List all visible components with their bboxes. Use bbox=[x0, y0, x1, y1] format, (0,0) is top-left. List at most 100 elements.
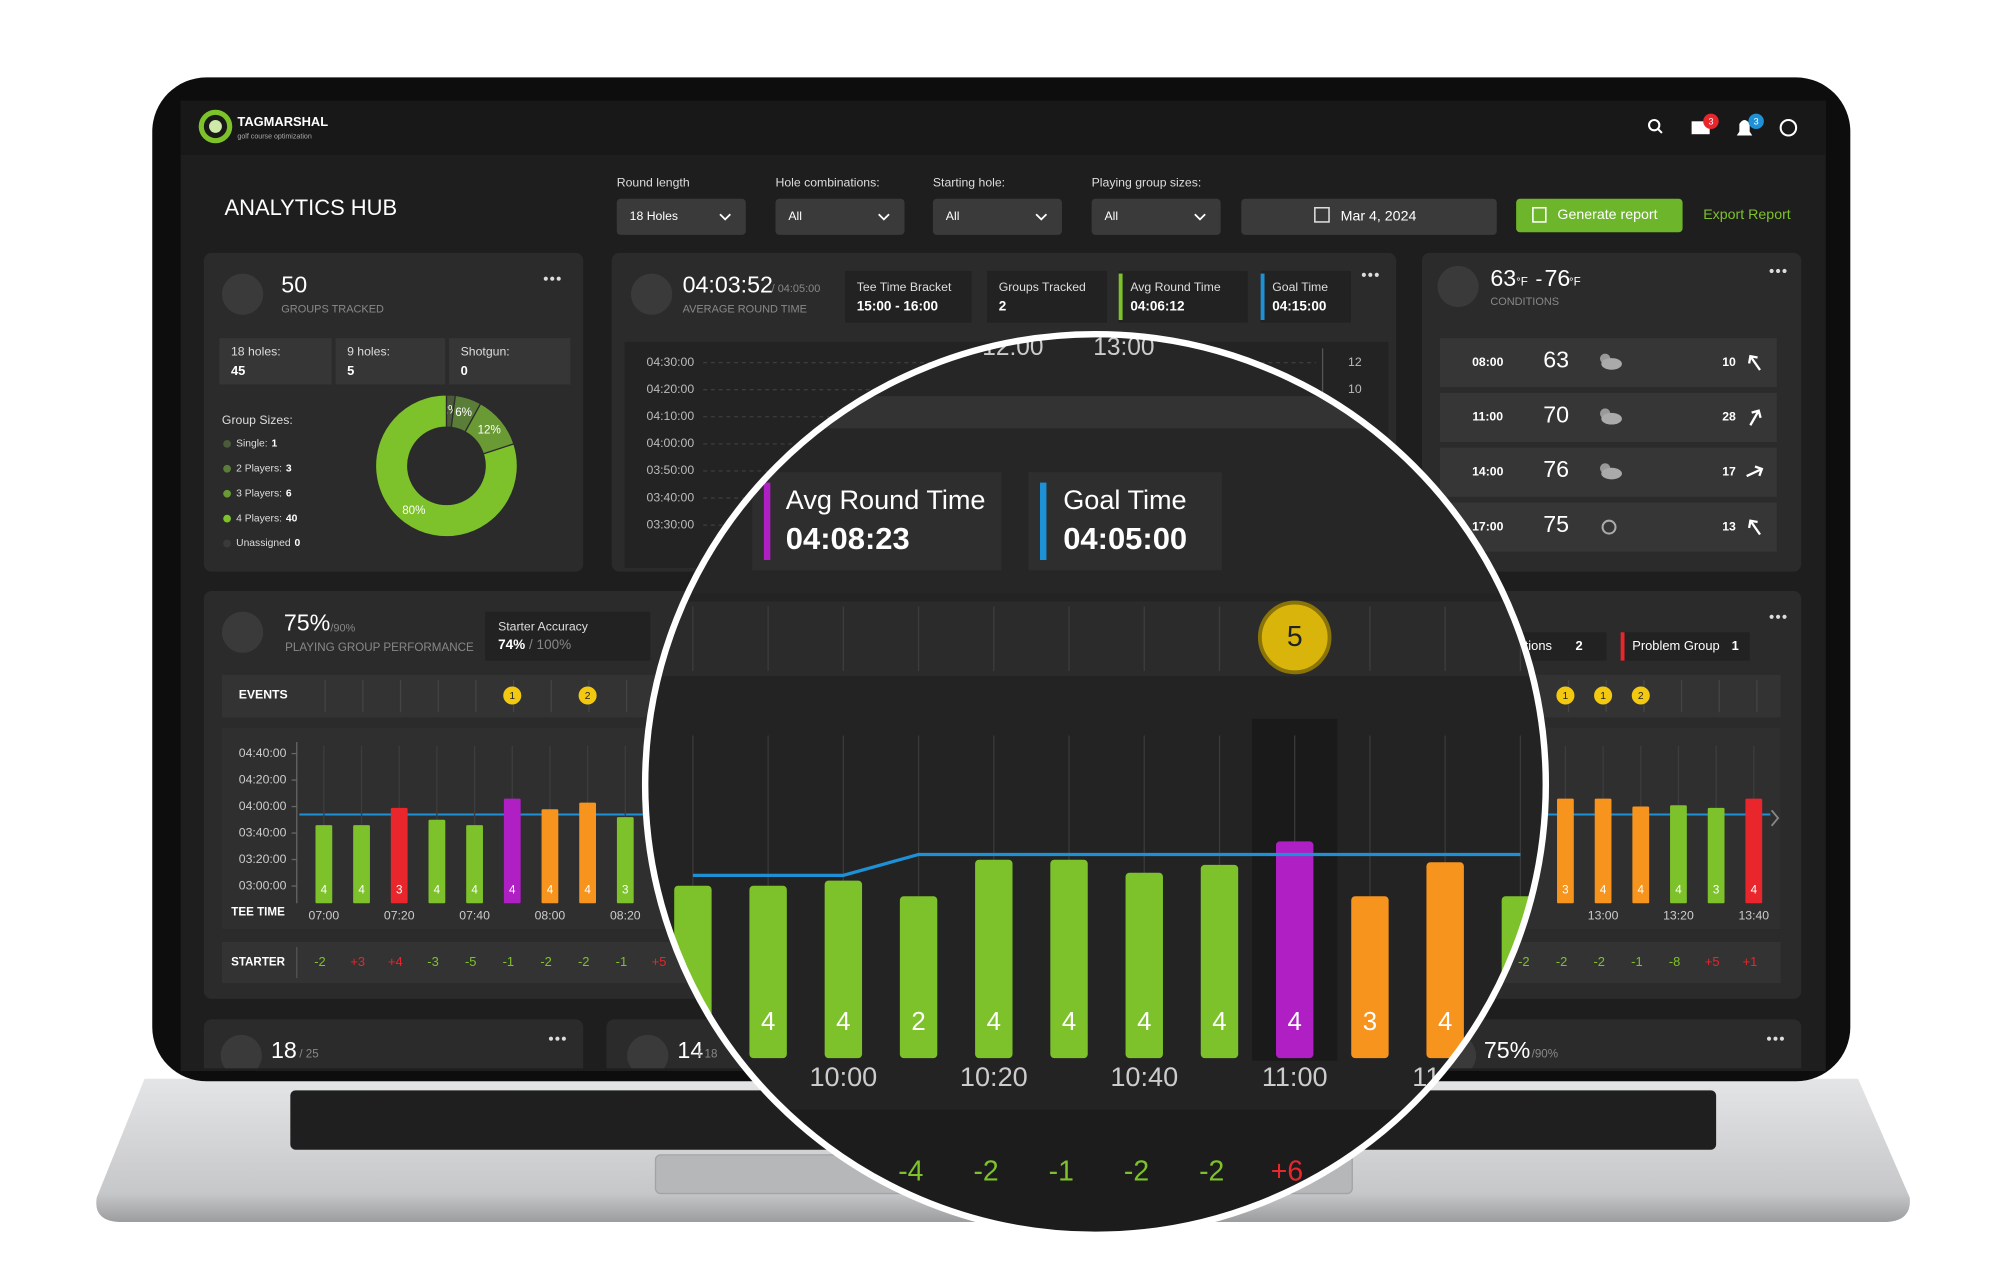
stat-box bbox=[987, 270, 1108, 323]
sizes-title: Group Sizes: bbox=[222, 413, 293, 427]
menu-dot bbox=[556, 276, 561, 281]
group-size: 4 bbox=[584, 883, 591, 896]
stat-value: 15:00 - 16:00 bbox=[857, 299, 938, 314]
weather-temp: 75 bbox=[1543, 511, 1569, 537]
event-count: 2 bbox=[585, 691, 591, 702]
size-label: 4 Players: bbox=[236, 513, 282, 524]
lens-group-size: 4 bbox=[1438, 1008, 1452, 1036]
bell-icon[interactable] bbox=[1736, 120, 1753, 136]
group-size: 4 bbox=[358, 883, 365, 896]
tagline: golf course optimization bbox=[237, 133, 311, 141]
starter-value: -2 bbox=[578, 954, 589, 969]
event-badge[interactable] bbox=[578, 686, 597, 705]
card-icon bbox=[627, 1034, 669, 1069]
x-tick-label: 08:20 bbox=[610, 908, 641, 922]
starter-value: -5 bbox=[465, 954, 476, 969]
menu-dot bbox=[1782, 614, 1787, 619]
date-picker[interactable] bbox=[1241, 198, 1497, 235]
filter-dropdown[interactable] bbox=[1091, 198, 1221, 235]
cloud-icon bbox=[1601, 412, 1622, 425]
card-icon bbox=[221, 611, 264, 653]
problem-value: 1 bbox=[1732, 638, 1739, 653]
stat-label: Tee Time Bracket bbox=[857, 280, 952, 294]
lens-group-size: 4 bbox=[836, 1008, 850, 1036]
stat-label: Avg Round Time bbox=[1130, 280, 1221, 294]
stat-accent bbox=[1118, 273, 1123, 321]
bar bbox=[1557, 798, 1574, 904]
dropdown-chevron bbox=[1194, 213, 1206, 221]
filter-dropdown[interactable] bbox=[616, 198, 746, 235]
tee-label: TEE TIME bbox=[231, 905, 285, 918]
event-badge[interactable] bbox=[1594, 686, 1613, 705]
filter-dropdown[interactable] bbox=[775, 198, 905, 235]
accuracy-box bbox=[485, 611, 651, 661]
filter-label: Playing group sizes: bbox=[1092, 175, 1202, 189]
weather-temp: 76 bbox=[1543, 456, 1569, 482]
brand: TAGMARSHAL bbox=[237, 114, 328, 129]
lens-stat-value: 04:08:23 bbox=[786, 521, 910, 556]
logo bbox=[198, 109, 233, 144]
menu-dot bbox=[1773, 1036, 1778, 1041]
generate-label: Generate report bbox=[1557, 207, 1657, 223]
size-value: 0 bbox=[294, 538, 300, 549]
stat-box bbox=[845, 270, 972, 323]
group-size: 4 bbox=[509, 883, 516, 896]
group-size: 3 bbox=[1562, 883, 1568, 896]
lens-bar bbox=[899, 896, 938, 1059]
donut-label: 80% bbox=[402, 504, 425, 517]
menu-dot bbox=[1782, 268, 1787, 274]
y-tick-label: 04:20:00 bbox=[239, 772, 287, 786]
starter-value: -2 bbox=[1593, 954, 1604, 969]
size-dot bbox=[223, 489, 231, 498]
mail-badge-count: 3 bbox=[1708, 116, 1713, 126]
logo-core bbox=[209, 120, 222, 133]
stat-label: Groups Tracked bbox=[999, 280, 1086, 294]
lens-bar bbox=[1351, 896, 1389, 1059]
weather-time: 08:00 bbox=[1472, 355, 1504, 369]
top-bar bbox=[180, 100, 1826, 155]
y2-tick-label: 12 bbox=[1348, 355, 1362, 369]
groups-caption: GROUPS TRACKED bbox=[281, 304, 384, 316]
lens-stat-value: 04:05:00 bbox=[1063, 521, 1187, 556]
card-icon bbox=[630, 273, 673, 315]
generate-button[interactable] bbox=[1516, 198, 1683, 233]
y2-tick-label: 10 bbox=[1348, 382, 1362, 396]
starter-value: +5 bbox=[652, 954, 667, 969]
group-size: 4 bbox=[547, 883, 554, 896]
lens-event-badge[interactable] bbox=[1257, 600, 1332, 675]
breakdown-label: 18 holes: bbox=[231, 345, 281, 359]
stat-label: Goal Time bbox=[1272, 280, 1328, 294]
summary-card bbox=[203, 1019, 584, 1069]
breakdown-box bbox=[335, 338, 446, 385]
starter-value: +5 bbox=[1705, 954, 1720, 969]
filter-dropdown[interactable] bbox=[932, 198, 1062, 235]
group-size: 4 bbox=[321, 883, 328, 896]
starter-value: +1 bbox=[1743, 954, 1758, 969]
event-badge[interactable] bbox=[1556, 686, 1575, 705]
accuracy-value: 74% bbox=[498, 637, 525, 652]
event-badge[interactable] bbox=[503, 686, 522, 705]
filter-value: All bbox=[1105, 209, 1119, 223]
wind-arrow bbox=[1747, 519, 1761, 536]
user-icon[interactable] bbox=[1779, 118, 1798, 137]
lens-starter-value: -1 bbox=[1049, 1155, 1074, 1187]
magnifier-rim bbox=[641, 330, 1550, 1239]
starter-value: -3 bbox=[427, 954, 438, 969]
search-icon[interactable] bbox=[1648, 118, 1661, 132]
problem-accent bbox=[1620, 632, 1625, 661]
lens-group-size: 4 bbox=[1062, 1008, 1076, 1036]
x-tick-label: 07:00 bbox=[309, 908, 340, 922]
event-badge[interactable] bbox=[1631, 686, 1650, 705]
scroll-chevron bbox=[1770, 809, 1780, 827]
weather-time: 14:00 bbox=[1472, 465, 1504, 479]
card-icon bbox=[1437, 265, 1479, 308]
round-value: 04:03:52 bbox=[683, 272, 773, 298]
lens-starter-value: -4 bbox=[898, 1155, 923, 1187]
wind-speed: 17 bbox=[1722, 465, 1736, 479]
round-target: / 04:05:00 bbox=[772, 283, 821, 295]
lens-x-tick-label: 10:20 bbox=[960, 1061, 1028, 1092]
menu-dot bbox=[1776, 614, 1781, 619]
export-link[interactable]: Export Report bbox=[1703, 207, 1791, 223]
group-size: 4 bbox=[1600, 883, 1607, 896]
